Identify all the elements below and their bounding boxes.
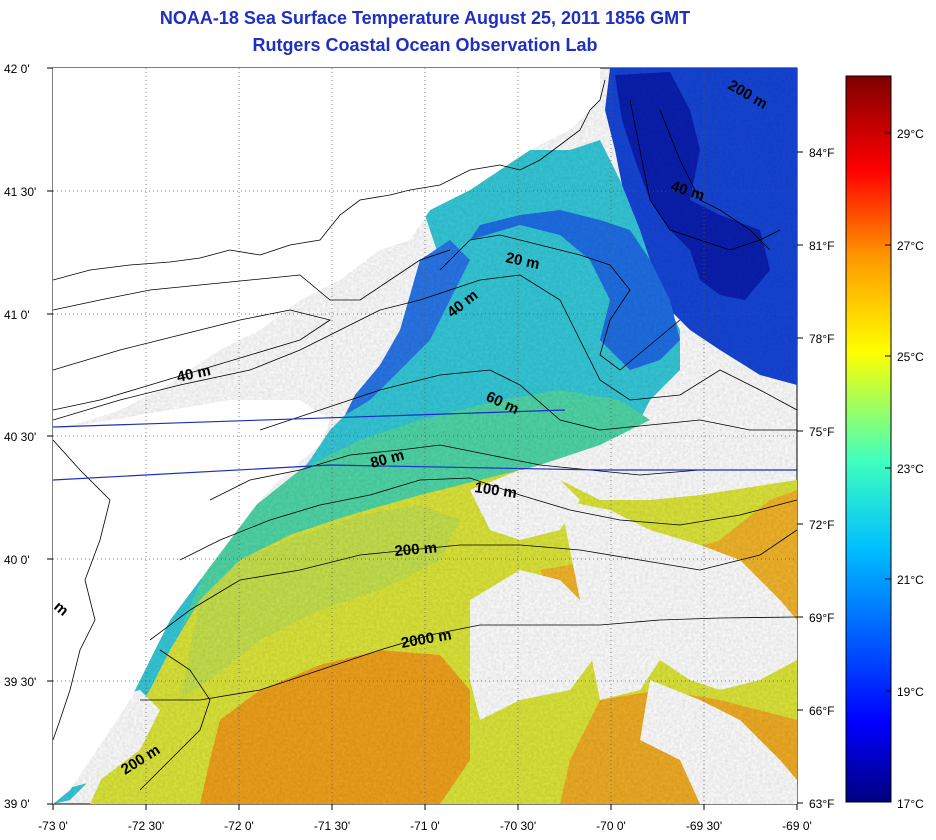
fahrenheit-label: 72°F — [809, 518, 834, 532]
fahrenheit-label: 66°F — [809, 704, 834, 718]
coastline-sound — [53, 249, 451, 311]
lon-label: -73 0' — [38, 819, 68, 833]
lat-label: 39 0' — [4, 797, 30, 811]
land-overlay-2 — [53, 400, 330, 804]
coastline-nj — [53, 439, 111, 741]
lon-label: -72 0' — [224, 819, 254, 833]
celsius-label: 17°C — [897, 797, 924, 811]
lon-label: -70 30' — [500, 819, 536, 833]
lon-label: -69 0' — [782, 819, 812, 833]
celsius-label: 21°C — [897, 573, 924, 587]
contour-20m — [439, 234, 681, 371]
lat-label: 40 30' — [4, 430, 36, 444]
map-subtitle: Rutgers Coastal Ocean Observation Lab — [252, 35, 598, 55]
fahrenheit-label: 81°F — [809, 239, 834, 253]
celsius-label: 25°C — [897, 350, 924, 364]
contour-60m — [259, 369, 797, 431]
coastline-li — [53, 309, 331, 411]
axis-ticks — [47, 67, 798, 810]
lat-label: 39 30' — [4, 675, 36, 689]
lat-label: 41 30' — [4, 185, 36, 199]
contour-ne-1 — [629, 99, 781, 251]
lat-label: 41 0' — [4, 308, 30, 322]
lon-label: -71 0' — [410, 819, 440, 833]
longitude-labels: -73 0' -72 30' -72 0' -71 30' -71 0' -70… — [38, 819, 812, 833]
colorbar — [845, 75, 892, 803]
contour-label-200m: 200 m — [394, 539, 438, 560]
fahrenheit-label: 69°F — [809, 611, 834, 625]
coastline — [53, 79, 606, 281]
contour-label-20m: 20 m — [504, 249, 541, 273]
contour-2000m — [140, 616, 797, 701]
graticule — [53, 68, 797, 804]
latitude-labels: 42 0' 41 30' 41 0' 40 30' 40 0' 39 30' 3… — [4, 62, 36, 811]
fahrenheit-label: 84°F — [809, 146, 834, 160]
fahrenheit-scale: 84°F 81°F 78°F 75°F 72°F 69°F 66°F 63°F — [797, 146, 834, 811]
track-line-2 — [53, 464, 797, 481]
celsius-label: 19°C — [897, 685, 924, 699]
contour-ne-2 — [659, 109, 771, 251]
celsius-label: 27°C — [897, 239, 924, 253]
lat-label: 40 0' — [4, 553, 30, 567]
contour-200m — [149, 529, 797, 641]
contour-label-100m: 100 m — [473, 479, 517, 502]
land-overlay — [53, 68, 600, 430]
lon-label: -71 30' — [314, 819, 350, 833]
fahrenheit-label: 75°F — [809, 425, 834, 439]
celsius-scale: 29°C 27°C 25°C 23°C 21°C 19°C 17°C — [885, 127, 924, 811]
track-line-1 — [53, 409, 566, 428]
lon-label: -69 30' — [686, 819, 722, 833]
contour-200m-south — [139, 649, 211, 791]
map-title: NOAA-18 Sea Surface Temperature August 2… — [159, 8, 691, 28]
contour-label-40m-2: 40 m — [175, 362, 212, 386]
celsius-label: 23°C — [897, 462, 924, 476]
celsius-label: 29°C — [897, 127, 924, 141]
lon-label: -70 0' — [596, 819, 626, 833]
lat-label: 42 0' — [4, 62, 30, 76]
fahrenheit-label: 63°F — [809, 797, 834, 811]
contour-100m — [179, 477, 797, 561]
lon-label: -72 30' — [128, 819, 164, 833]
contour-layer — [53, 79, 797, 791]
contour-40m — [53, 274, 797, 421]
fahrenheit-label: 78°F — [809, 332, 834, 346]
